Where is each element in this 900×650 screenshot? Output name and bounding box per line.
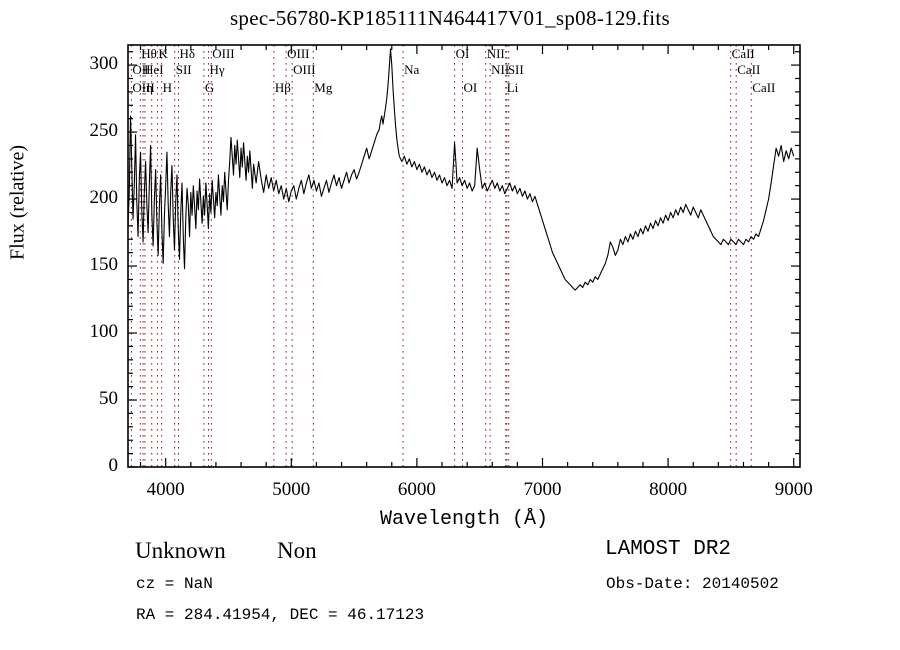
spectral-line-label: NII <box>486 46 505 61</box>
sky-coordinates: RA = 284.41954, DEC = 46.17123 <box>136 606 425 624</box>
spectral-line-label: SII <box>175 62 192 77</box>
spectral-line-label: K <box>158 46 168 61</box>
spectral-line-label: HeI <box>144 62 164 77</box>
survey-name: LAMOST DR2 <box>605 538 732 561</box>
y-tick-label: 300 <box>89 53 119 75</box>
spectral-line-label: Na <box>404 62 420 77</box>
x-tick-label: 9000 <box>774 479 813 500</box>
y-tick-label: 100 <box>89 321 119 343</box>
object-class: Unknown <box>135 538 226 563</box>
spectral-line-label: H <box>162 80 173 95</box>
redshift-value: cz = NaN <box>136 575 213 593</box>
spectral-line-label: η <box>145 80 153 95</box>
page-title: spec-56780-KP185111N464417V01_sp08-129.f… <box>229 6 671 30</box>
y-tick-label: 250 <box>89 120 119 142</box>
spectral-line-label: Mg <box>314 80 333 95</box>
x-tick-label: 4000 <box>146 479 185 500</box>
x-tick-label: 7000 <box>523 479 562 500</box>
y-tick-label: 0 <box>108 455 119 476</box>
object-subclass: Non <box>277 538 317 563</box>
spectral-line-label: NII <box>491 62 510 77</box>
spectral-line-label: OIII <box>287 46 310 61</box>
spectral-line-label: OIII <box>212 46 235 61</box>
spectral-line-label: Hθ <box>141 46 157 61</box>
observation-date: Obs-Date: 20140502 <box>606 575 779 593</box>
x-tick-label: 5000 <box>272 479 311 500</box>
spectral-line-label: CaII <box>752 80 776 95</box>
spectral-line-label: CaII <box>731 46 755 61</box>
x-tick-label: 8000 <box>649 479 688 500</box>
spectral-line-label: SII <box>507 62 524 77</box>
spectral-line-label: Li <box>506 80 519 95</box>
spectral-line-label: Hγ <box>209 62 225 77</box>
spectral-line-label: Hβ <box>274 80 291 95</box>
y-axis-label: Flux (relative) <box>6 145 29 260</box>
spectral-line-label: OIII <box>293 62 316 77</box>
y-tick-label: 150 <box>89 254 119 276</box>
y-tick-label: 200 <box>89 187 119 209</box>
x-tick-label: 6000 <box>397 479 436 500</box>
y-tick-label: 50 <box>99 388 118 410</box>
plot-area[interactable]: Hθ K Hδ OIII OIII OI NII CaII OII HeI SII Hγ OIII Na N… <box>128 45 800 467</box>
spectral-line-label: Hδ <box>179 46 195 61</box>
spectrum-plot-svg <box>128 45 800 467</box>
spectral-line-label: CaII <box>737 62 761 77</box>
x-axis-label: Wavelength (Å) <box>379 508 549 531</box>
spectral-line-label: OI <box>463 80 478 95</box>
spectral-line-label: OI <box>455 46 470 61</box>
spectral-line-label: G <box>204 80 215 95</box>
